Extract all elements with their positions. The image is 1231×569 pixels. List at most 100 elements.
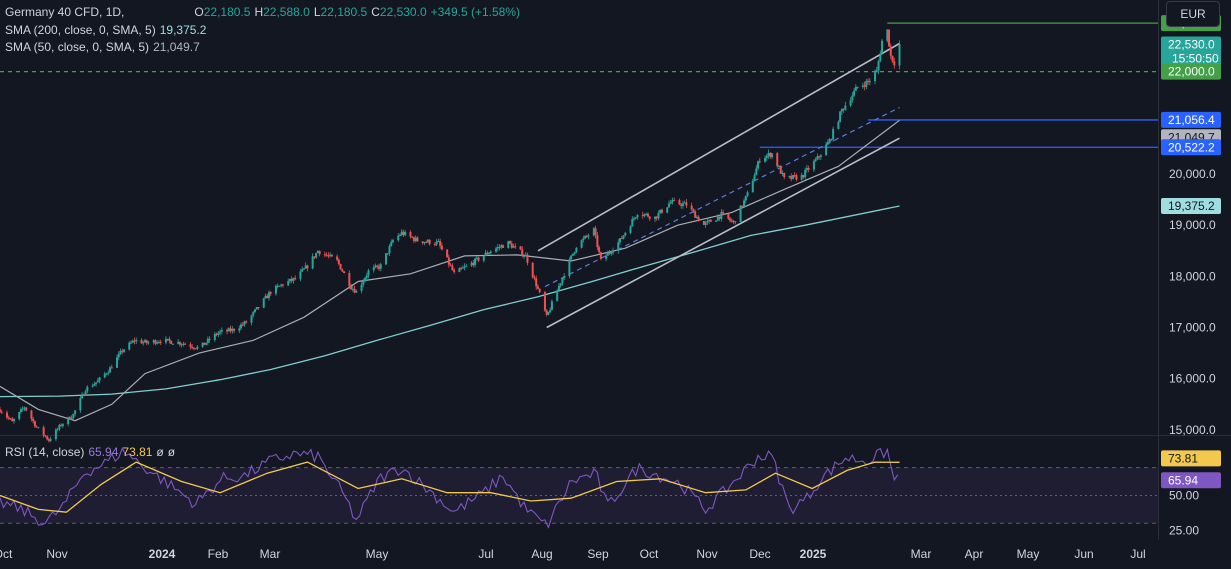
candle-body — [739, 205, 742, 222]
candle-body — [486, 252, 489, 255]
candle-body — [398, 235, 401, 237]
channel-mid-line[interactable] — [544, 106, 900, 288]
candle-body — [82, 394, 85, 396]
time-tick-label: Dec — [749, 547, 770, 561]
high-label: H — [254, 5, 264, 19]
candle-body — [729, 218, 732, 221]
candle-body — [23, 407, 26, 409]
candle-body — [0, 409, 1, 412]
candle-body — [557, 285, 560, 291]
rsi-tag-bg — [1161, 472, 1221, 489]
candle-body — [791, 175, 794, 179]
candle-body — [704, 222, 707, 226]
candle-body — [451, 265, 454, 271]
candle-body — [18, 411, 21, 420]
time-tick-label: Nov — [696, 547, 717, 561]
candle-body — [35, 426, 38, 428]
candle-body — [426, 239, 429, 243]
time-tick-label: 2025 — [800, 547, 827, 561]
candle-body — [5, 412, 8, 418]
candle-body — [643, 214, 646, 216]
channel-upper-line[interactable] — [537, 42, 900, 252]
candle-body — [463, 266, 466, 268]
rsi-line[interactable] — [0, 446, 899, 529]
rsi-ma-line[interactable] — [0, 461, 900, 513]
candle-body — [818, 156, 821, 158]
candle-body — [533, 277, 536, 279]
candle-body — [521, 249, 524, 256]
symbol-title[interactable]: Germany 40 CFD, 1D, — [5, 5, 125, 19]
candle-body — [9, 418, 12, 420]
candle-body — [535, 278, 538, 287]
candle-body — [110, 367, 113, 369]
candle-body — [168, 338, 171, 341]
candle-body — [886, 29, 889, 41]
sma50-line[interactable] — [0, 119, 900, 422]
level-20522-tag: 20,522.2 — [1168, 140, 1215, 154]
candle-body — [323, 254, 326, 256]
candle-body — [851, 95, 854, 101]
time-tick-label: Mar — [911, 547, 932, 561]
rsi-tick-label: 50.00 — [1169, 488, 1199, 502]
candle-body — [718, 216, 721, 219]
candle-body — [807, 168, 810, 170]
candle-body — [269, 292, 272, 294]
candle-body — [140, 340, 143, 344]
candle-body — [657, 213, 660, 219]
change-value: +349.5 (+1.58%) — [430, 5, 521, 19]
candle-body — [863, 85, 866, 87]
price-tick-label: 15,000.0 — [1169, 423, 1216, 437]
candle-body — [753, 175, 756, 181]
candle-body — [449, 264, 452, 266]
rsi-label: RSI (14, close) — [5, 445, 85, 459]
candle-body — [667, 203, 670, 208]
candle-body — [730, 220, 733, 222]
candle-body — [484, 252, 487, 256]
candle-body — [201, 342, 204, 347]
redacted-region — [128, 6, 191, 19]
candle-body — [769, 152, 772, 158]
sma50-legend[interactable]: SMA (50, close, 0, SMA, 5) 21,049.7 — [5, 40, 204, 54]
open-label: O — [194, 5, 204, 19]
rsi-legend[interactable]: RSI (14, close) 65.94 73.81 ø ø — [5, 445, 179, 459]
candle-body — [771, 153, 773, 158]
candle-body — [378, 266, 381, 269]
currency-button[interactable]: EUR — [1166, 1, 1220, 27]
candle-body — [524, 254, 527, 256]
candle-body — [350, 286, 353, 290]
candle-body — [180, 344, 183, 346]
candle-body — [783, 172, 786, 178]
candle-body — [391, 240, 394, 243]
sma200-line[interactable] — [0, 205, 900, 398]
candle-body — [109, 367, 112, 373]
candle-body — [610, 252, 613, 254]
candle-body — [290, 278, 293, 281]
candle-body — [68, 417, 71, 420]
candle-body — [802, 175, 805, 178]
candle-body — [299, 271, 302, 279]
candle-body — [240, 324, 243, 329]
candle-body — [891, 55, 894, 62]
candle-body — [74, 410, 77, 414]
channel-lower-line[interactable] — [546, 137, 900, 329]
candle-body — [416, 237, 419, 242]
candle-body — [526, 254, 529, 263]
sma200-value: 19,375.2 — [159, 23, 207, 37]
candle-body — [379, 264, 382, 269]
candle-body — [21, 408, 24, 410]
time-tick-label: Aug — [531, 547, 552, 561]
candle-body — [337, 259, 340, 264]
candle-body — [898, 44, 901, 66]
candle-body — [474, 258, 477, 266]
candle-body — [42, 427, 45, 436]
candle-body — [129, 342, 132, 344]
candle-body — [458, 268, 461, 273]
candle-body — [54, 429, 57, 440]
candle-body — [414, 237, 417, 242]
high-value: 22,588.0 — [263, 5, 310, 19]
sma200-legend[interactable]: SMA (200, close, 0, SMA, 5) 19,375.2 — [5, 23, 210, 37]
candle-body — [119, 350, 122, 354]
candle-body — [709, 220, 712, 222]
